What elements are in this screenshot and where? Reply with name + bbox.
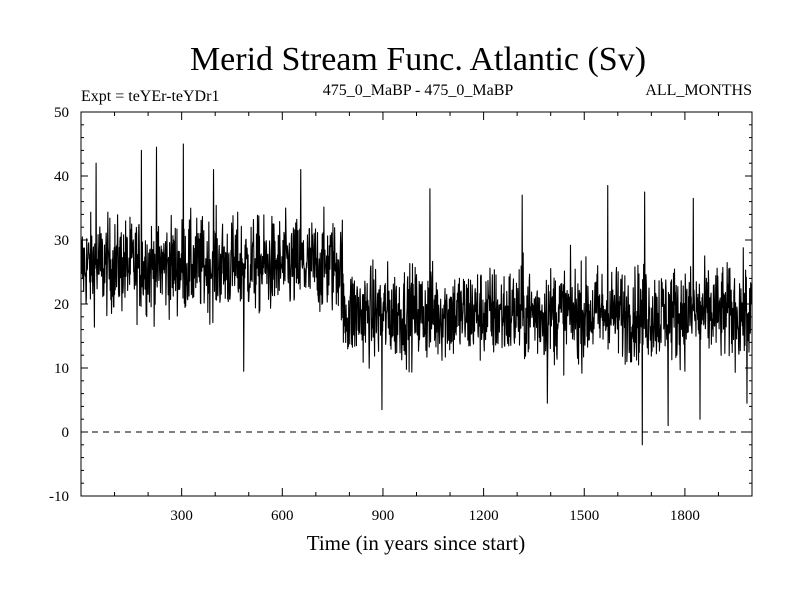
x-tick-label: 1500 xyxy=(569,508,599,524)
y-tick-label: 30 xyxy=(54,233,69,249)
axis-ticks: -10 0 10 20 30 40 50 300 600 900 1200 1500 1800 xyxy=(49,105,752,524)
x-tick-label: 900 xyxy=(372,508,395,524)
y-tick-label: -10 xyxy=(49,489,69,505)
x-tick-label: 1200 xyxy=(469,508,499,524)
series-line xyxy=(80,143,753,446)
period-label: 475_0_MaBP - 475_0_MaBP xyxy=(323,82,514,99)
y-tick-label: 0 xyxy=(62,425,70,441)
x-tick-label: 1800 xyxy=(670,508,700,524)
x-tick-label: 600 xyxy=(271,508,294,524)
y-tick-label: 40 xyxy=(54,169,69,185)
x-axis-label: Time (in years since start) xyxy=(307,531,526,555)
x-tick-label: 300 xyxy=(170,508,193,524)
series-layer xyxy=(80,143,753,446)
y-tick-label: 50 xyxy=(54,105,69,121)
chart-title: Merid Stream Func. Atlantic (Sv) xyxy=(190,41,646,78)
y-tick-label: 20 xyxy=(54,297,69,313)
plot-frame xyxy=(80,111,753,497)
y-tick-label: 10 xyxy=(54,361,69,377)
months-label: ALL_MONTHS xyxy=(645,82,752,99)
experiment-label: Expt = teYEr-teYDr1 xyxy=(81,88,219,105)
